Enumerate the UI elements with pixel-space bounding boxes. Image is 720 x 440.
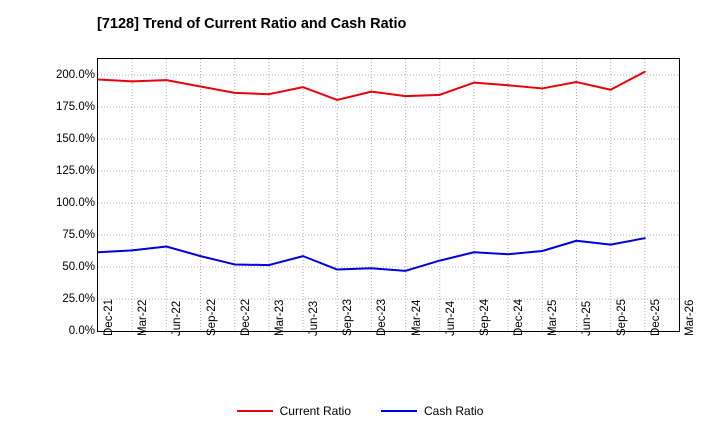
series-line-cash-ratio [98,237,646,272]
x-tick-label: Mar-24 [410,299,423,336]
x-tick-label: Sep-25 [615,298,628,336]
series-line-current-ratio [98,70,646,101]
x-tick-label: Jun-25 [581,300,594,336]
y-tick-label: 75.0% [62,229,95,241]
legend-label-cash-ratio: Cash Ratio [424,404,484,418]
y-tick-label: 125.0% [55,165,95,177]
y-tick-label: 0.0% [68,325,95,337]
legend-swatch-current-ratio [236,409,273,413]
y-tick-label: 150.0% [55,133,95,145]
legend-label-current-ratio: Current Ratio [279,404,351,418]
x-tick-label: Sep-24 [478,298,491,336]
x-tick-label: Dec-25 [649,298,662,336]
x-tick-label: Jun-24 [444,300,457,336]
chart-title: [7128] Trend of Current Ratio and Cash R… [97,16,407,32]
y-tick-label: 50.0% [62,261,95,273]
chart-legend: Current Ratio Cash Ratio [0,404,720,418]
x-tick-label: Mar-25 [547,299,560,336]
x-tick-label: Mar-23 [273,299,286,336]
y-tick-label: 200.0% [55,69,95,81]
x-tick-label: Dec-22 [239,298,252,336]
legend-item-current-ratio: Current Ratio [236,404,351,418]
y-tick-label: 25.0% [62,293,95,305]
x-tick-label: Dec-21 [103,298,115,336]
x-tick-label: Jun-22 [171,300,184,336]
x-tick-label: Sep-23 [342,298,355,336]
y-tick-label: 100.0% [55,197,95,209]
x-tick-label: Jun-23 [308,300,321,336]
x-tick-label: Mar-22 [137,299,150,336]
plot-area [97,58,680,332]
x-tick-label: Mar-26 [684,299,696,336]
grid-and-series [98,59,679,331]
legend-item-cash-ratio: Cash Ratio [381,404,483,418]
x-tick-label: Dec-23 [376,298,389,336]
x-tick-label: Dec-24 [513,298,526,336]
x-tick-label: Sep-22 [205,298,218,336]
legend-swatch-cash-ratio [381,409,417,413]
y-axis-labels: 0.0% 25.0% 50.0% 75.0% 100.0% 125.0% 150.0% 175… [0,0,95,440]
y-tick-label: 175.0% [55,101,95,113]
